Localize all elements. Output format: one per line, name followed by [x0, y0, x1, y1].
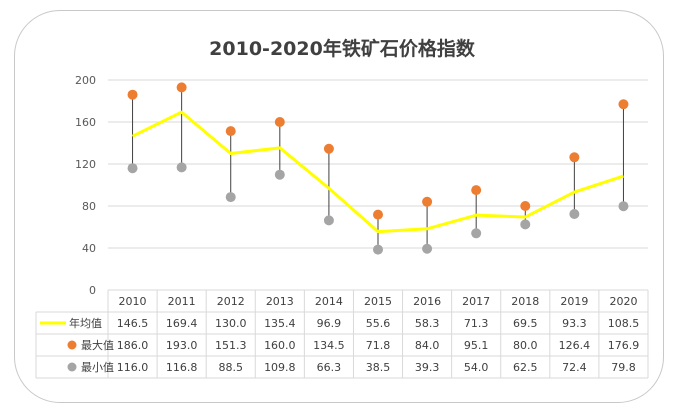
point-min-2011	[176, 162, 187, 173]
y-tick-label-80: 80	[82, 200, 96, 213]
point-min-2015	[373, 244, 383, 255]
legend-key-min	[67, 362, 77, 372]
point-min-2019	[569, 208, 580, 219]
x-tick-label-2019: 2019	[560, 295, 588, 308]
data-label-max-2010: 186.0	[117, 339, 149, 352]
point-min-2012	[225, 192, 236, 203]
point-max-2019	[569, 152, 580, 163]
legend-label-max: 最大值	[81, 338, 114, 352]
data-label-avg-2011: 169.4	[166, 317, 198, 330]
point-max-2011	[176, 82, 187, 93]
data-label-min-2015: 38.5	[366, 361, 391, 374]
legend-label-avg: 年均值	[69, 316, 102, 330]
x-tick-label-2013: 2013	[266, 295, 294, 308]
data-label-min-2011: 116.8	[166, 361, 198, 374]
data-label-avg-2010: 146.5	[117, 317, 149, 330]
x-tick-label-2011: 2011	[168, 295, 196, 308]
data-label-max-2018: 80.0	[513, 339, 538, 352]
point-max-2018	[520, 201, 531, 211]
legend-label-min: 最小值	[81, 361, 114, 374]
point-max-2020	[618, 99, 629, 110]
point-max-2012	[225, 126, 236, 137]
data-label-min-2017: 54.0	[464, 361, 489, 374]
data-label-max-2017: 95.1	[464, 339, 489, 352]
point-min-2014	[323, 215, 334, 226]
data-label-avg-2017: 71.3	[464, 317, 489, 330]
x-tick-label-2018: 2018	[511, 295, 539, 308]
data-label-min-2019: 72.4	[562, 361, 587, 374]
data-label-max-2019: 126.4	[559, 339, 591, 352]
point-max-2017	[471, 185, 482, 196]
x-tick-label-2020: 2020	[609, 295, 637, 308]
data-label-max-2020: 176.9	[608, 339, 640, 352]
y-tick-label-200: 200	[75, 74, 96, 87]
legend-key-max	[67, 340, 77, 350]
data-label-max-2016: 84.0	[415, 339, 440, 352]
point-max-2014	[323, 143, 334, 154]
data-label-avg-2014: 96.9	[317, 317, 342, 330]
chart-title: 2010-2020年铁矿石价格指数	[209, 37, 476, 60]
point-max-2010	[127, 89, 138, 100]
point-max-2013	[274, 117, 285, 127]
y-tick-label-0: 0	[89, 284, 96, 297]
x-tick-label-2010: 2010	[119, 295, 147, 308]
x-tick-label-2014: 2014	[315, 295, 343, 308]
data-label-max-2011: 193.0	[166, 339, 198, 352]
data-label-avg-2012: 130.0	[215, 317, 247, 330]
data-label-min-2014: 66.3	[317, 361, 342, 374]
data-label-max-2014: 134.5	[313, 339, 345, 352]
y-tick-label-160: 160	[75, 116, 96, 129]
data-label-min-2016: 39.3	[415, 361, 440, 374]
point-min-2018	[520, 219, 531, 230]
point-min-2020	[618, 201, 629, 212]
x-tick-label-2012: 2012	[217, 295, 245, 308]
data-label-avg-2015: 55.6	[366, 317, 391, 330]
y-tick-label-120: 120	[75, 158, 96, 171]
y-tick-label-40: 40	[82, 242, 96, 255]
point-min-2013	[274, 169, 285, 180]
point-max-2016	[422, 196, 433, 207]
point-min-2016	[422, 243, 433, 254]
point-min-2017	[471, 228, 482, 239]
data-label-max-2012: 151.3	[215, 339, 247, 352]
data-label-min-2013: 109.8	[264, 361, 296, 374]
data-label-avg-2020: 108.5	[608, 317, 640, 330]
data-label-avg-2018: 69.5	[513, 317, 538, 330]
data-label-avg-2019: 93.3	[562, 317, 587, 330]
data-label-min-2018: 62.5	[513, 361, 538, 374]
data-label-avg-2013: 135.4	[264, 317, 296, 330]
data-label-max-2013: 160.0	[264, 339, 296, 352]
point-min-2010	[127, 163, 138, 174]
series-line-avg	[131, 110, 624, 234]
data-label-max-2015: 71.8	[366, 339, 391, 352]
x-tick-label-2015: 2015	[364, 295, 392, 308]
point-max-2015	[373, 209, 383, 220]
data-label-min-2010: 116.0	[117, 361, 149, 374]
data-label-min-2012: 88.5	[218, 361, 243, 374]
x-tick-label-2016: 2016	[413, 295, 441, 308]
x-tick-label-2017: 2017	[462, 295, 490, 308]
data-label-min-2020: 79.8	[611, 361, 636, 374]
data-label-avg-2016: 58.3	[415, 317, 440, 330]
